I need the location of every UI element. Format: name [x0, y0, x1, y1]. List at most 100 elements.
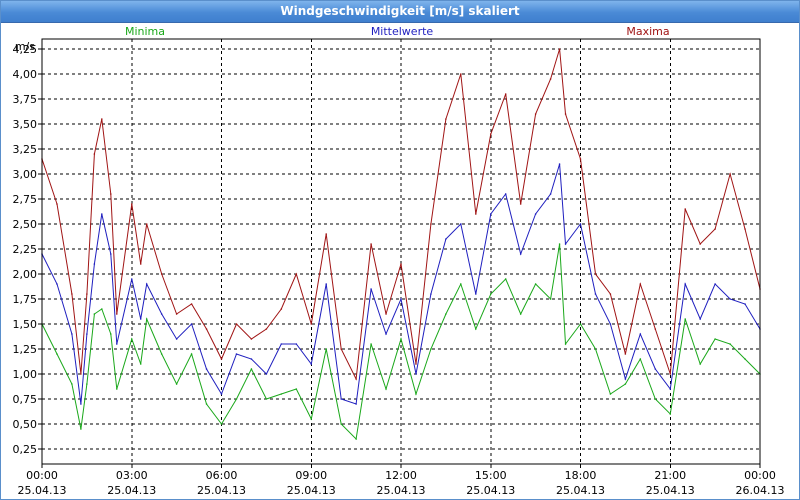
series-minima-point [534, 283, 537, 285]
series-minima-point [519, 313, 522, 315]
y-tick-label: 0,50 [13, 418, 38, 431]
series-minima-point [385, 388, 387, 390]
series-minima-point [594, 348, 597, 350]
series-minima-point [684, 318, 687, 320]
series-maxima-point [86, 293, 88, 295]
series-maxima-point [669, 373, 672, 375]
x-tick-time: 15:00 [475, 469, 507, 482]
series-mittelwerte-point [534, 213, 537, 215]
y-tick-label: 2,00 [13, 268, 38, 281]
series-minima-point [474, 328, 477, 330]
y-tick-label: 2,75 [13, 193, 38, 206]
series-maxima-point [519, 203, 522, 205]
series-mittelwerte-point [250, 358, 253, 360]
x-tick-date: 25.04.13 [18, 484, 67, 497]
x-tick-date: 25.04.13 [556, 484, 605, 497]
series-minima-point [80, 428, 82, 430]
series-minima-point [744, 358, 746, 360]
series-mittelwerte-point [310, 363, 313, 365]
series-minima-point [310, 418, 313, 420]
series-minima-point [130, 338, 133, 340]
series-maxima-point [534, 113, 537, 115]
series-mittelwerte-point [190, 323, 193, 325]
series-maxima-point [235, 323, 238, 325]
series-maxima-point [654, 328, 657, 330]
series-minima-point [729, 343, 731, 345]
series-minima-point [295, 388, 298, 390]
series-minima-point [609, 393, 612, 395]
series-mittelwerte-point [609, 323, 612, 325]
y-tick-label: 3,00 [13, 168, 38, 181]
series-maxima-point [684, 208, 687, 210]
series-minima-point [86, 383, 88, 385]
series-minima-point [504, 278, 507, 280]
series-minima-legend: Minima [125, 25, 165, 38]
series-mittelwerte-point [684, 283, 687, 285]
series-minima-point [564, 343, 567, 345]
series-maxima-point [56, 203, 58, 205]
series-minima-point [220, 423, 223, 425]
series-mittelwerte-point [370, 288, 372, 290]
series-maxima-point [139, 263, 142, 265]
x-tick-date: 26.04.13 [736, 484, 785, 497]
series-maxima-point [699, 243, 701, 245]
x-tick-time: 12:00 [385, 469, 417, 482]
y-tick-label: 3,25 [13, 143, 38, 156]
series-minima-point [235, 398, 238, 400]
series-minima-point [415, 393, 417, 395]
x-tick-time: 03:00 [116, 469, 148, 482]
series-mittelwerte-point [385, 333, 387, 335]
series-minima-point [265, 398, 268, 400]
series-minima-point [160, 353, 163, 355]
series-maxima-point [474, 213, 477, 215]
series-mittelwerte-point [265, 373, 268, 375]
x-tick-date: 25.04.13 [377, 484, 426, 497]
series-minima-point [639, 358, 642, 360]
series-maxima-point [340, 348, 342, 350]
y-tick-label: 0,25 [13, 443, 38, 456]
series-minima-point [624, 383, 627, 385]
series-maxima-point [564, 113, 567, 115]
series-maxima-point [110, 193, 112, 195]
series-maxima-point [549, 78, 552, 80]
series-maxima-line [41, 48, 761, 381]
series-mittelwerte-point [654, 368, 657, 370]
x-tick-date: 25.04.13 [287, 484, 336, 497]
series-mittelwerte-point [115, 343, 118, 345]
x-tick-date: 25.04.13 [466, 484, 515, 497]
series-minima-point [669, 413, 672, 415]
series-mittelwerte-point [430, 293, 432, 295]
series-mittelwerte-point [110, 253, 112, 255]
series-maxima-point [579, 158, 582, 160]
x-tick-time: 00:00 [26, 469, 58, 482]
series-minima-point [370, 343, 372, 345]
y-tick-label: 2,50 [13, 218, 38, 231]
series-maxima-point [729, 173, 731, 175]
series-minima-point [280, 393, 283, 395]
x-tick-time: 00:00 [744, 469, 776, 482]
series-minima-point [93, 313, 96, 315]
series-maxima-point [80, 373, 82, 375]
x-tick-time: 06:00 [206, 469, 238, 482]
series-mittelwerte-point [400, 298, 402, 300]
x-tick-date: 25.04.13 [646, 484, 695, 497]
series-mittelwerte-point [445, 238, 447, 240]
y-tick-label: 3,50 [13, 118, 38, 131]
series-maxima-point [460, 73, 462, 75]
series-mittelwerte-legend: Mittelwerte [371, 25, 434, 38]
series-mittelwerte-point [145, 283, 148, 285]
chart-legend: Minima Mittelwerte Maxima [125, 25, 670, 38]
series-maxima-point [220, 358, 223, 360]
series-minima-point [205, 403, 208, 405]
y-tick-label: 1,00 [13, 368, 38, 381]
series-minima-point [340, 423, 342, 425]
x-tick-date: 25.04.13 [107, 484, 156, 497]
x-tick-time: 21:00 [654, 469, 686, 482]
series-maxima-point [609, 293, 612, 295]
series-mittelwerte-point [460, 223, 462, 225]
chart-grid [42, 39, 760, 464]
y-tick-label: 2,25 [13, 243, 38, 256]
series-minima-point [489, 293, 492, 295]
series-minima-point [355, 438, 357, 440]
